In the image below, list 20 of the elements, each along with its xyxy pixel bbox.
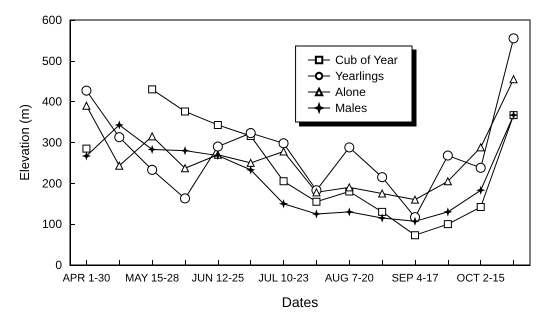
legend-label: Alone	[335, 85, 366, 99]
y-axis-title: Elevation (m)	[17, 104, 32, 181]
y-tick-label: 400	[42, 94, 62, 109]
legend-label: Yearlings	[335, 69, 384, 83]
y-tick-label: 600	[42, 13, 62, 27]
x-tick-label: AUG 7-20	[324, 272, 374, 284]
x-tick-label: APR 1-30	[62, 272, 110, 284]
y-tick-label: 300	[42, 136, 62, 150]
x-tick-label: OCT 2-15	[456, 272, 505, 284]
y-tick-label: 0	[55, 258, 62, 272]
y-tick-label: 200	[42, 176, 62, 190]
x-tick-label: SEP 4-17	[392, 272, 438, 284]
y-tick-label: 100	[42, 217, 62, 232]
x-tick-label: JUN 12-25	[192, 272, 244, 284]
x-axis-title: Dates	[282, 294, 318, 310]
legend-label: Males	[335, 101, 368, 115]
legend-label: Cub of Year	[335, 53, 398, 67]
y-tick-label: 500	[42, 54, 62, 68]
x-tick-label: MAY 15-28	[125, 272, 180, 284]
x-tick-label: JUL 10-23	[258, 272, 309, 284]
